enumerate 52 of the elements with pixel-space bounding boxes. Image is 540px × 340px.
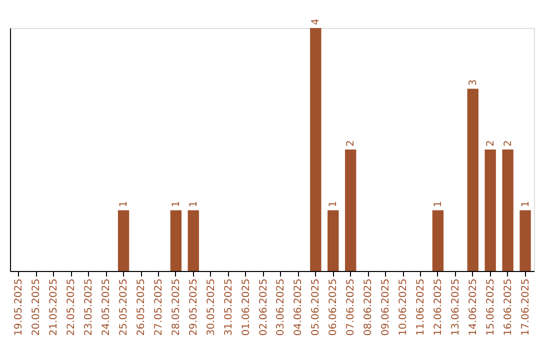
bar	[310, 28, 322, 271]
x-tick-label: 07.06.2025	[346, 278, 357, 336]
bar	[188, 210, 199, 271]
x-tick-label: 19.05.2025	[14, 278, 25, 336]
bar	[520, 210, 531, 271]
bar	[467, 88, 478, 271]
x-tick-label: 21.05.2025	[48, 278, 60, 336]
x-tick-label: 20.05.2025	[31, 278, 42, 336]
x-tick-label: 02.06.2025	[258, 278, 270, 336]
x-tick-label: 30.05.2025	[206, 278, 217, 336]
data-label: 4	[310, 18, 322, 25]
x-tick-label: 10.06.2025	[398, 278, 409, 336]
x-tick-label: 17.06.2025	[520, 278, 532, 336]
x-tick-label: 26.05.2025	[136, 278, 147, 336]
bar	[118, 210, 130, 271]
x-tick-label: 12.06.2025	[432, 278, 444, 336]
bar	[432, 210, 444, 271]
x-tick-label: 13.06.2025	[450, 278, 462, 336]
data-label: 1	[118, 200, 130, 208]
x-tick-label: 24.05.2025	[101, 278, 112, 336]
data-label: 2	[346, 140, 357, 146]
x-tick-label: 23.05.2025	[84, 278, 95, 336]
bar	[345, 150, 356, 271]
bar	[328, 210, 339, 271]
data-label: 3	[468, 79, 479, 86]
data-label: 2	[502, 140, 514, 146]
data-label: 1	[432, 200, 444, 208]
x-tick-label: 08.06.2025	[363, 278, 374, 336]
x-tick-label: 09.06.2025	[380, 278, 392, 336]
x-tick-label: 03.06.2025	[276, 278, 287, 336]
data-label: 2	[485, 140, 496, 146]
x-tick-label: 01.06.2025	[240, 278, 252, 336]
x-tick-label: 14.06.2025	[468, 278, 479, 336]
x-tick-label: 05.06.2025	[310, 278, 322, 336]
bar	[484, 150, 496, 271]
bar	[502, 150, 514, 271]
x-tick-label: 28.05.2025	[170, 278, 182, 336]
x-tick-label: 31.05.2025	[223, 278, 234, 336]
x-tick-label: 25.05.2025	[118, 278, 130, 336]
data-label: 1	[170, 200, 182, 208]
x-tick-label: 16.06.2025	[502, 278, 514, 336]
data-label: 1	[328, 200, 340, 208]
bar	[170, 210, 182, 271]
data-label: 1	[188, 200, 200, 208]
x-tick-label: 29.05.2025	[188, 278, 200, 336]
x-tick-label: 27.05.2025	[153, 278, 164, 336]
x-tick-label: 15.06.2025	[485, 278, 496, 336]
x-tick-label: 04.06.2025	[293, 278, 304, 336]
data-label: 1	[520, 200, 532, 208]
x-tick-label: 22.05.2025	[66, 278, 78, 336]
x-tick-label: 06.06.2025	[328, 278, 340, 336]
x-tick-label: 11.06.2025	[415, 278, 426, 336]
